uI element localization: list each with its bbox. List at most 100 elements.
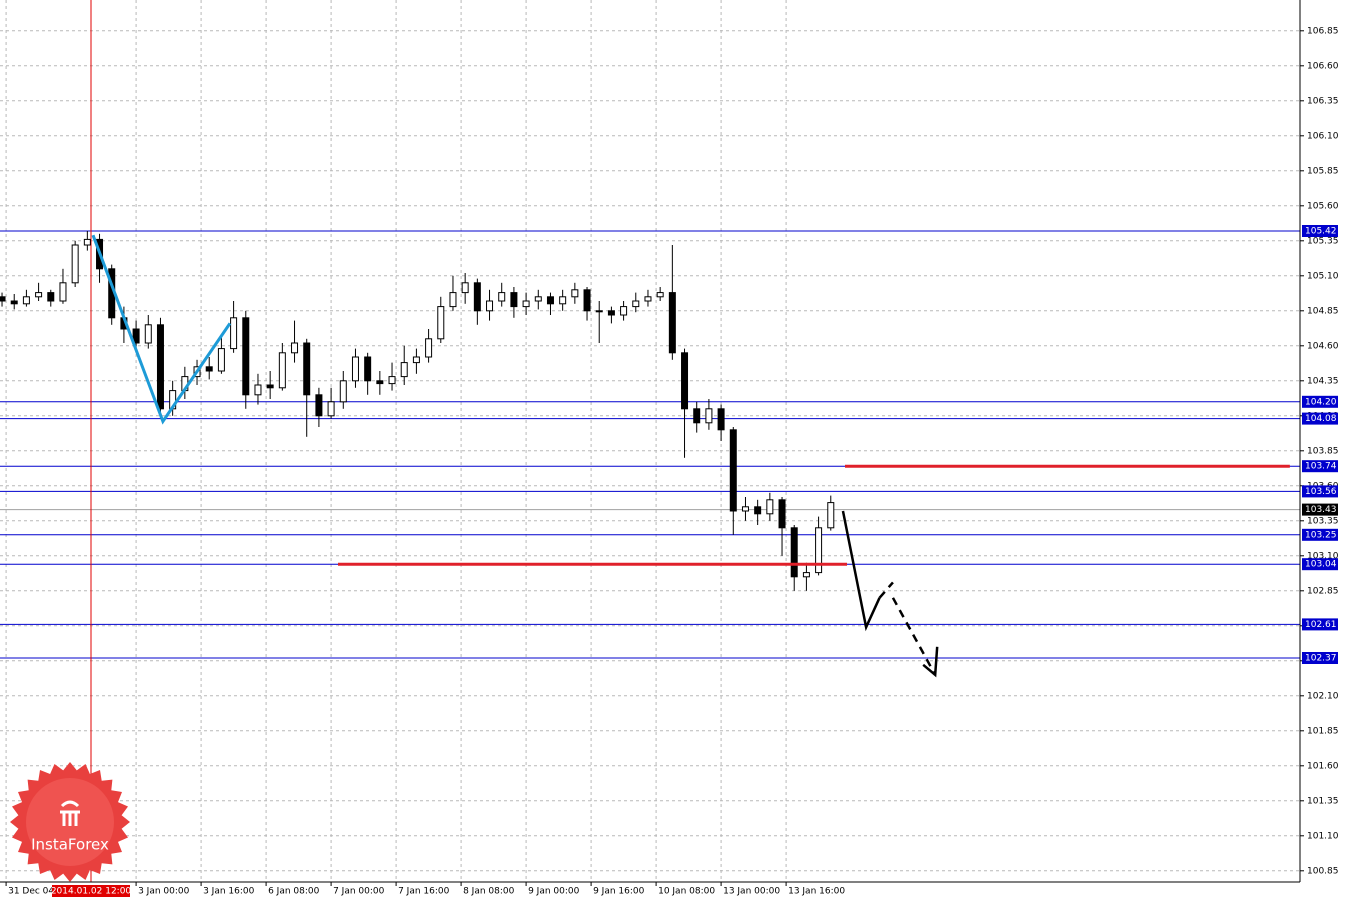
candle-body — [47, 292, 55, 302]
candle-body — [632, 300, 640, 308]
y-tick-label: 106.85 — [1307, 26, 1339, 36]
logo-text: InstaForex — [31, 836, 109, 854]
level-label-box — [1302, 225, 1338, 237]
candle-body — [656, 292, 664, 298]
candle-body — [644, 296, 652, 302]
candle-body — [0, 296, 6, 302]
candle-body — [217, 348, 225, 372]
candle-body — [693, 408, 701, 424]
level-label: 103.74 — [1305, 462, 1337, 472]
candle-body — [815, 527, 823, 574]
y-tick-label: 102.85 — [1307, 586, 1339, 596]
candle-body — [522, 300, 530, 308]
candle-body — [327, 401, 335, 417]
y-tick-label: 101.10 — [1307, 831, 1339, 841]
x-tick-label: 13 Jan 16:00 — [788, 887, 845, 897]
candle-body — [486, 300, 494, 312]
level-label: 104.08 — [1305, 414, 1337, 424]
candle-body — [595, 310, 603, 313]
x-tick-label: 9 Jan 16:00 — [593, 887, 645, 897]
y-tick-label: 104.60 — [1307, 341, 1339, 351]
level-label-box — [1302, 558, 1338, 571]
candle-body — [766, 499, 774, 515]
candle-body — [339, 380, 347, 403]
x-tick-label: 3 Jan 00:00 — [138, 887, 190, 897]
y-tick-label: 100.85 — [1307, 866, 1339, 876]
candle-body — [83, 238, 91, 246]
price-label-box — [1302, 503, 1338, 516]
candle-body — [22, 296, 30, 305]
candle-body — [741, 506, 749, 512]
y-tick-label: 106.10 — [1307, 131, 1339, 141]
candle-body — [364, 356, 372, 382]
y-tick-label: 105.10 — [1307, 271, 1339, 281]
candle-body — [156, 324, 164, 410]
level-label-box — [1302, 528, 1338, 541]
candle-body — [449, 292, 457, 308]
candle-body — [291, 342, 299, 354]
candle-body — [425, 338, 433, 358]
level-label-box — [1302, 395, 1338, 408]
forecast-solid — [841, 510, 881, 632]
candle-body — [620, 306, 628, 316]
candle-body — [254, 384, 262, 396]
y-tick-label: 105.60 — [1307, 201, 1339, 211]
forecast-dashed — [878, 581, 894, 599]
level-label: 102.61 — [1305, 620, 1337, 630]
candle-body — [778, 499, 786, 529]
level-label: 103.25 — [1305, 530, 1337, 540]
y-tick-label: 104.35 — [1307, 376, 1339, 386]
candle-body — [583, 289, 591, 312]
logo: InstaForex — [10, 762, 130, 882]
x-tick-label: 7 Jan 00:00 — [333, 887, 385, 897]
candle-body — [10, 300, 18, 305]
candle-body — [681, 352, 689, 410]
y-tick-label: 106.35 — [1307, 96, 1339, 106]
crosshair-label: 2014.01.02 12:00 — [51, 887, 132, 897]
candle-body — [388, 376, 396, 385]
candle-body — [303, 342, 311, 396]
candle-body — [559, 296, 567, 305]
level-label-box — [1302, 618, 1338, 631]
x-tick-label: 13 Jan 00:00 — [723, 887, 780, 897]
x-tick-label: 9 Jan 00:00 — [528, 887, 580, 897]
candle-body — [802, 572, 810, 578]
crosshair-label-box — [52, 885, 130, 897]
candle-body — [498, 292, 506, 302]
candle-body — [668, 292, 676, 354]
candle-body — [437, 306, 445, 340]
candle-body — [315, 394, 323, 417]
x-tick-label: 3 Jan 16:00 — [203, 887, 255, 897]
candle-body — [534, 296, 542, 302]
level-label-box — [1302, 460, 1338, 473]
candle-body — [461, 282, 469, 294]
candle-body — [571, 289, 579, 298]
candle-body — [729, 429, 737, 512]
grid — [0, 0, 1300, 882]
candle-body — [607, 310, 615, 316]
y-tick-label: 106.60 — [1307, 61, 1339, 71]
x-tick-label: 7 Jan 16:00 — [398, 887, 450, 897]
pattern-line — [91, 234, 232, 425]
candle-body — [71, 244, 79, 284]
level-label: 102.37 — [1305, 654, 1337, 664]
candle-body — [400, 362, 408, 378]
x-tick-label: 31 Dec 04:00 — [8, 887, 69, 897]
candle-body — [376, 380, 384, 385]
plot — [0, 0, 1300, 882]
x-tick-label: 6 Jan 08:00 — [268, 887, 320, 897]
y-tick-label: 101.35 — [1307, 796, 1339, 806]
candle-body — [473, 282, 481, 312]
candle-body — [144, 324, 152, 344]
level-label-box — [1302, 412, 1338, 425]
level-label: 103.56 — [1305, 487, 1337, 497]
candle-body — [351, 356, 359, 382]
y-tick-label: 103.35 — [1307, 516, 1339, 526]
level-label-box — [1302, 485, 1338, 498]
candle-body — [412, 356, 420, 364]
x-tick-label: 8 Jan 08:00 — [463, 887, 515, 897]
candle-body — [510, 292, 518, 308]
axes: 106.85 106.60 106.35 106.10 105.85 105.60 105.… — [5, 26, 1339, 897]
